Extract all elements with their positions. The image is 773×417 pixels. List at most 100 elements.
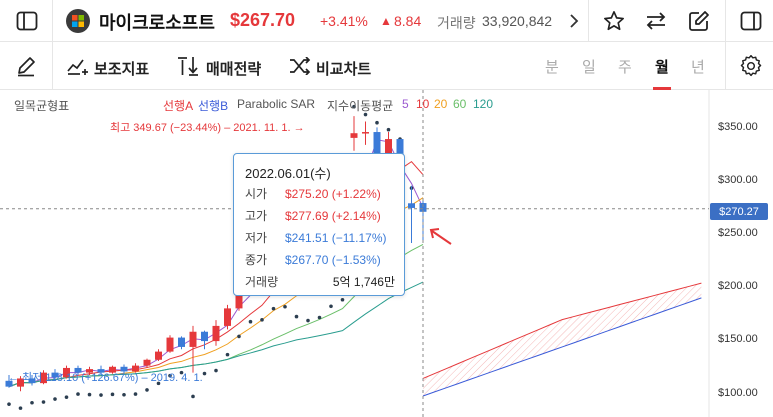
legend-ichimoku: 일목균형표 bbox=[14, 99, 70, 113]
candle bbox=[155, 349, 162, 361]
candle-body bbox=[143, 359, 151, 366]
tooltip-high-row: 고가 $277.69 (+2.14%) bbox=[245, 207, 381, 224]
tooltip-close-row: 종가 $267.70 (−1.53%) bbox=[245, 251, 381, 268]
legend-span-a: 선행A bbox=[163, 99, 194, 113]
psar-dot bbox=[340, 297, 345, 302]
period-year-tab[interactable]: 년 bbox=[691, 59, 705, 76]
strategy-button[interactable]: 매매전략 bbox=[176, 52, 272, 80]
indicators-button[interactable]: 보조지표 bbox=[66, 52, 158, 80]
span-b-line bbox=[422, 297, 702, 397]
candle bbox=[17, 376, 24, 392]
psar-dot bbox=[64, 395, 69, 399]
psar-dot bbox=[7, 402, 11, 406]
tooltip-high-value: $277.69 (+2.14%) bbox=[285, 209, 381, 223]
period-minute-tab[interactable]: 분 bbox=[545, 59, 559, 76]
psar-dot bbox=[352, 104, 356, 109]
strategy-label: 매매전략 bbox=[206, 61, 262, 78]
candle-body bbox=[63, 367, 70, 378]
candle-body bbox=[408, 203, 415, 208]
candle-body bbox=[109, 366, 116, 373]
legend-ema-120: 120 bbox=[473, 97, 494, 111]
candle bbox=[132, 363, 139, 373]
psar-dot bbox=[271, 306, 276, 311]
psar-dot bbox=[133, 392, 138, 396]
period-month-tab[interactable]: 월 bbox=[655, 59, 669, 76]
candle bbox=[350, 116, 358, 151]
psar-dot bbox=[53, 397, 57, 401]
compare-button[interactable]: 비교차트 bbox=[288, 52, 384, 80]
y-tick-300: $300.00 bbox=[718, 174, 758, 186]
volume-label: 거래량 bbox=[437, 15, 476, 31]
psar-dot bbox=[363, 112, 368, 117]
change-arrow-icon: ▲ bbox=[380, 14, 392, 28]
psar-dot bbox=[179, 370, 184, 375]
tooltip-date: 2022.06.01(수) bbox=[245, 166, 331, 181]
candle-body bbox=[212, 325, 220, 342]
candle bbox=[212, 320, 220, 346]
sidebar-toggle-icon[interactable] bbox=[14, 9, 40, 33]
candle-body bbox=[419, 203, 427, 212]
candle bbox=[143, 358, 151, 368]
candle-body bbox=[17, 378, 24, 387]
stock-price: $267.70 bbox=[230, 10, 296, 30]
indicator-chart-icon bbox=[66, 54, 90, 78]
candle-body bbox=[224, 308, 231, 326]
candle-body bbox=[385, 139, 392, 155]
candle-body bbox=[74, 367, 82, 373]
period-week-tab[interactable]: 주 bbox=[618, 59, 632, 76]
legend-span-b: 선행B bbox=[198, 99, 229, 113]
candle bbox=[40, 370, 47, 385]
pencil-icon[interactable] bbox=[14, 54, 38, 78]
candle bbox=[201, 330, 208, 350]
span-a-line bbox=[422, 282, 702, 379]
psar-dot bbox=[237, 334, 241, 339]
candle-body bbox=[362, 132, 369, 134]
y-tick-150: $150.00 bbox=[718, 333, 758, 345]
tooltip-open-label: 시가 bbox=[245, 187, 268, 201]
candle bbox=[362, 121, 369, 145]
candle-body bbox=[235, 286, 243, 309]
candle bbox=[166, 335, 174, 353]
gear-icon[interactable] bbox=[739, 54, 763, 78]
panel-toggle-icon[interactable] bbox=[738, 9, 764, 33]
stock-header-bar: 마이크로소프트 $267.70 +3.41% ▲ 8.84 거래량 33,920… bbox=[0, 0, 773, 42]
tooltip-close-label: 종가 bbox=[245, 253, 268, 267]
candle bbox=[109, 365, 116, 374]
candle-body bbox=[5, 380, 13, 387]
tooltip-low-label: 저가 bbox=[245, 231, 268, 245]
candle-body bbox=[86, 369, 93, 373]
psar-dot bbox=[294, 314, 299, 319]
stock-name: 마이크로소프트 bbox=[99, 13, 215, 33]
candle-body bbox=[178, 337, 185, 347]
high-annotation: 최고 349.67 (−23.44%) – 2021. 11. 1. → bbox=[110, 122, 305, 134]
tooltip-close-value: $267.70 (−1.53%) bbox=[285, 253, 381, 267]
psar-dot bbox=[18, 406, 23, 410]
moving-average-line bbox=[8, 281, 424, 388]
microsoft-logo-icon bbox=[66, 9, 90, 33]
tooltip-low-value: $241.51 (−11.17%) bbox=[285, 231, 387, 245]
psar-dot bbox=[87, 392, 92, 397]
edit-note-icon[interactable] bbox=[687, 9, 711, 33]
psar-dot bbox=[386, 127, 391, 132]
psar-dot bbox=[202, 371, 207, 376]
star-icon[interactable] bbox=[602, 9, 626, 33]
compare-label: 비교차트 bbox=[316, 61, 372, 78]
psar-dot bbox=[99, 393, 103, 397]
candle bbox=[86, 366, 93, 375]
legend-ema-10: 10 bbox=[416, 97, 430, 111]
tooltip-volume-label: 거래량 bbox=[245, 275, 279, 289]
candle-body bbox=[51, 372, 59, 378]
swap-arrows-icon[interactable] bbox=[644, 9, 668, 33]
candle bbox=[63, 365, 70, 379]
period-day-tab[interactable]: 일 bbox=[582, 59, 596, 76]
y-tick-350: $350.00 bbox=[718, 121, 758, 133]
candle-body bbox=[40, 372, 47, 384]
tooltip-volume-row: 거래량 5억 1,746만 bbox=[245, 273, 395, 290]
psar-dot bbox=[30, 400, 34, 405]
divider bbox=[52, 0, 53, 42]
chart-toolbar: 보조지표 매매전략 비교차트 분 일 주 월 년 bbox=[0, 42, 773, 90]
change-amount: 8.84 bbox=[394, 13, 422, 29]
low-annotation: ← 최저 118.10 (+126.67%) – 2019. 4. 1. bbox=[8, 372, 203, 384]
up-down-arrows-icon bbox=[176, 54, 200, 78]
chevron-right-icon[interactable] bbox=[566, 12, 582, 30]
